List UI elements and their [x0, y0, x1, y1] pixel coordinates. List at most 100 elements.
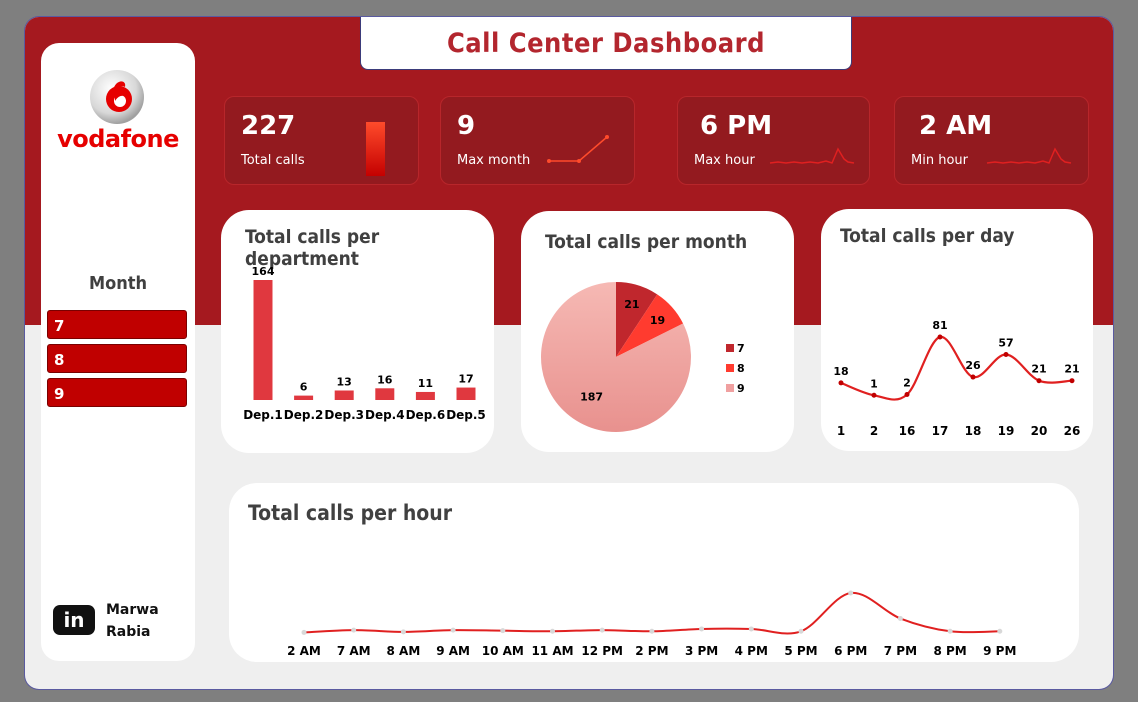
- bar-value-label: 164: [252, 265, 275, 278]
- kpi-value: 9: [457, 111, 476, 141]
- department-bar-chart: 164 Dep.1 6 Dep.2 13 Dep.3 16 Dep.4 11 Dep.6 17 Dep…: [243, 265, 486, 422]
- legend-swatch-8: [726, 364, 734, 372]
- category-label: 2: [870, 424, 878, 438]
- data-point: [599, 627, 605, 633]
- kpi-label: Max hour: [694, 153, 755, 168]
- day-line-chart: 18 1 1 2 2 16 81 17 26 18 57 19 21 20 21 26: [833, 319, 1081, 438]
- bar-Dep.1: [253, 280, 273, 400]
- point-value-label: 18: [833, 365, 848, 378]
- card-day: Total calls per day 18 1 1 2 2 16 81 17 26 18 57 19…: [821, 209, 1093, 451]
- slicer-title: Month: [88, 273, 148, 294]
- point-value-label: 81: [932, 319, 947, 332]
- category-label: 11 AM: [531, 644, 573, 658]
- bar-Dep.3: [334, 390, 354, 400]
- author-first-name: Marwa: [106, 602, 159, 618]
- bar-value-label: 6: [300, 381, 308, 394]
- category-label: Dep.1: [243, 408, 283, 422]
- point-value-label: 21: [1031, 363, 1046, 376]
- card-title: Total calls per hour: [248, 501, 453, 525]
- point-value-label: 2: [903, 377, 911, 390]
- linkedin-badge-text: in: [63, 608, 85, 632]
- kpi-value: 2 AM: [919, 111, 993, 141]
- bar-value-label: 17: [458, 373, 473, 386]
- data-point: [997, 628, 1003, 634]
- kpi-total-calls: 227 Total calls: [224, 96, 419, 185]
- category-label: Dep.6: [406, 408, 446, 422]
- category-label: 18: [965, 424, 982, 438]
- pie-value-label: 19: [650, 314, 665, 327]
- bar-Dep.5: [456, 387, 476, 400]
- card-department: Total calls per department 164 Dep.1 6 Dep.…: [221, 210, 494, 453]
- data-point: [838, 380, 844, 386]
- slicer-item-7[interactable]: 7: [47, 310, 187, 339]
- category-label: 19: [998, 424, 1015, 438]
- category-label: Dep.3: [324, 408, 364, 422]
- legend-label-8: 8: [737, 362, 745, 375]
- data-point: [1003, 351, 1009, 357]
- data-point: [1036, 378, 1042, 384]
- card-title: Total calls per month: [545, 231, 748, 253]
- data-point: [649, 628, 655, 634]
- data-point: [1069, 378, 1075, 384]
- data-point: [400, 629, 406, 635]
- day-series-line: [840, 335, 1073, 401]
- category-label: 12 PM: [581, 644, 623, 658]
- hour-series-line: [303, 591, 1000, 635]
- category-label: Dep.5: [446, 408, 486, 422]
- kpi-value: 6 PM: [700, 111, 773, 141]
- category-label: 3 PM: [685, 644, 718, 658]
- category-label: 9 PM: [983, 644, 1016, 658]
- card-title: Total calls per department: [245, 226, 380, 270]
- pie-slice-9: [541, 282, 691, 432]
- kpi-value: 227: [241, 111, 296, 141]
- slicer-item-8[interactable]: 8: [47, 344, 187, 373]
- vodafone-logo-icon: [90, 70, 144, 124]
- data-point: [947, 628, 953, 634]
- linkedin-icon[interactable]: in: [53, 605, 95, 635]
- category-label: 2 PM: [635, 644, 668, 658]
- kpi-label: Total calls: [241, 153, 305, 168]
- category-label: 10 AM: [482, 644, 524, 658]
- card-title: Total calls per day: [840, 225, 1015, 247]
- kpi-max-hour: 6 PM Max hour: [677, 96, 870, 185]
- card-hour: Total calls per hour 2 AM 7 AM 8 AM 9 AM 10 …: [229, 483, 1079, 662]
- category-label: 20: [1031, 424, 1048, 438]
- bar-value-label: 11: [418, 377, 433, 390]
- category-label: 8 PM: [933, 644, 966, 658]
- category-label: 7 PM: [884, 644, 917, 658]
- card-month: Total calls per month 21 19 187 7 8 9: [521, 211, 794, 452]
- page-title: Call Center Dashboard: [446, 27, 766, 59]
- kpi-max-month: 9 Max month: [440, 96, 635, 185]
- data-point: [904, 392, 910, 398]
- bar-value-label: 16: [377, 373, 393, 386]
- bar-Dep.2: [294, 395, 314, 400]
- data-point: [550, 628, 555, 634]
- hour-line-chart: 2 AM 7 AM 8 AM 9 AM 10 AM 11 AM 12 PM 2 PM 3 PM 4…: [287, 590, 1016, 658]
- category-label: 6 PM: [834, 644, 867, 658]
- data-point: [500, 628, 506, 634]
- category-label: 17: [932, 424, 949, 438]
- slicer-item-9[interactable]: 9: [47, 378, 187, 407]
- category-label: 7 AM: [337, 644, 371, 658]
- brand-name: vodafone: [57, 125, 179, 153]
- category-label: 8 AM: [387, 644, 421, 658]
- pie-slice-7: [616, 282, 658, 357]
- data-point: [848, 590, 854, 596]
- data-point: [871, 392, 877, 398]
- kpi-sparkline-icon: [769, 147, 855, 164]
- month-pie-chart: 21 19 187 7 8 9: [541, 282, 745, 432]
- legend-label-7: 7: [737, 342, 745, 355]
- category-label: 9 AM: [436, 644, 470, 658]
- category-label: 26: [1064, 424, 1081, 438]
- author-last-name: Rabia: [106, 624, 151, 640]
- point-value-label: 21: [1064, 363, 1079, 376]
- legend-label-9: 9: [737, 382, 745, 395]
- point-value-label: 57: [998, 336, 1013, 349]
- data-point: [699, 626, 705, 632]
- bar-value-label: 13: [337, 375, 352, 388]
- kpi-bar-icon: [366, 122, 385, 176]
- kpi-min-hour: 2 AM Min hour: [894, 96, 1089, 185]
- pie-value-label: 187: [580, 391, 603, 404]
- kpi-sparkline-icon: [986, 147, 1072, 164]
- data-point: [450, 627, 456, 633]
